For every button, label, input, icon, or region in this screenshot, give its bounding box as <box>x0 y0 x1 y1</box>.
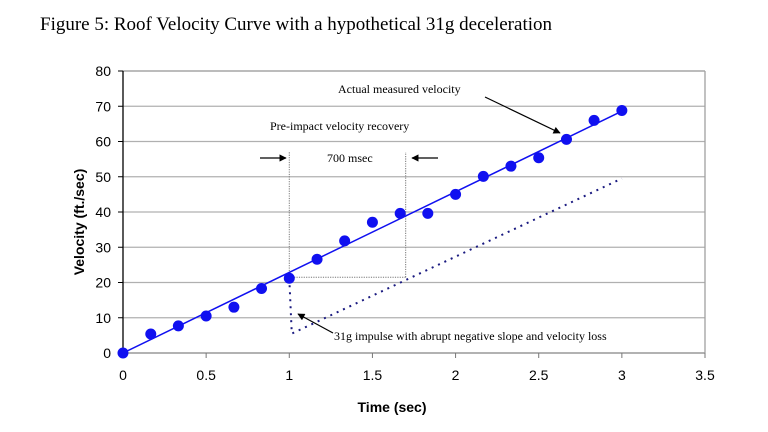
data-point <box>311 253 323 265</box>
tick-labels: 0 10 20 30 40 50 60 70 80 0 0.5 1 1.5 2 2.5 3 3.5 <box>95 63 715 383</box>
x-tick-label: 0.5 <box>196 367 216 383</box>
deceleration-dotted-line <box>288 177 623 336</box>
y-tick-label: 30 <box>95 239 111 255</box>
annotation-pre-impact-recovery: Pre-impact velocity recovery <box>270 119 409 133</box>
arrow-impulse <box>297 313 334 334</box>
data-point <box>533 152 545 164</box>
y-tick-label: 10 <box>95 310 111 326</box>
data-point <box>256 282 268 294</box>
annotations: Actual measured velocity Pre-impact veloc… <box>260 82 607 343</box>
y-tick-label: 20 <box>95 275 111 291</box>
x-tick-label: 3.5 <box>695 367 715 383</box>
data-point <box>228 301 240 313</box>
data-point <box>394 207 406 219</box>
x-tick-label: 3 <box>618 367 626 383</box>
y-tick-label: 70 <box>95 98 111 114</box>
data-point <box>505 160 517 172</box>
x-tick-label: 0 <box>119 367 127 383</box>
annotation-actual-velocity: Actual measured velocity <box>338 82 461 96</box>
data-point <box>283 272 295 284</box>
x-tick-label: 2.5 <box>529 367 549 383</box>
data-point <box>172 320 184 332</box>
data-point <box>616 104 628 116</box>
data-point <box>339 235 351 247</box>
y-axis-title: Velocity (ft./sec) <box>71 169 87 276</box>
series <box>117 104 628 359</box>
x-tick-label: 1 <box>285 367 293 383</box>
annotation-31g-impulse: 31g impulse with abrupt negative slope a… <box>334 329 607 343</box>
data-point <box>422 207 434 219</box>
arrow-actual-velocity <box>484 96 561 134</box>
data-point <box>145 328 157 340</box>
annotation-700-msec: 700 msec <box>327 151 373 165</box>
y-tick-label: 60 <box>95 134 111 150</box>
data-point <box>366 216 378 228</box>
data-point <box>560 133 572 145</box>
figure-title: Figure 5: Roof Velocity Curve with a hyp… <box>40 14 552 35</box>
data-point <box>477 170 489 182</box>
data-point <box>588 114 600 126</box>
data-point <box>117 347 129 359</box>
data-point <box>200 310 212 322</box>
x-tick-label: 2 <box>452 367 460 383</box>
reference-lines <box>288 152 407 279</box>
y-tick-label: 0 <box>103 345 111 361</box>
y-tick-label: 50 <box>95 169 111 185</box>
x-tick-label: 1.5 <box>363 367 383 383</box>
trend-line <box>122 110 623 354</box>
y-tick-label: 80 <box>95 63 111 79</box>
y-tick-label: 40 <box>95 204 111 220</box>
data-point <box>450 188 462 200</box>
x-axis-title: Time (sec) <box>358 399 427 415</box>
